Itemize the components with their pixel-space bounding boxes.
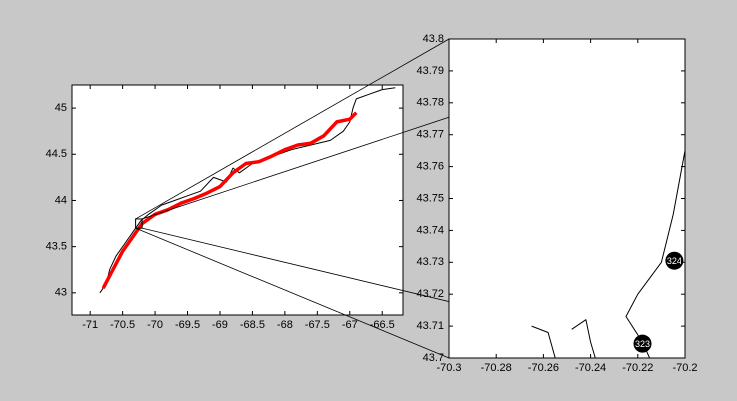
y-tick-label: 44: [55, 194, 67, 206]
x-tick-label: -70.28: [481, 362, 512, 374]
x-tick-label: -71: [82, 319, 98, 331]
point-label: 324: [667, 256, 682, 266]
y-tick-label: 43.73: [416, 256, 444, 268]
x-tick-label: -70.2: [672, 362, 697, 374]
x-tick-label: -68: [277, 319, 293, 331]
axes-background: [449, 39, 685, 358]
y-tick-label: 43.7: [423, 352, 444, 364]
y-tick-label: 43.76: [416, 161, 444, 173]
y-tick-label: 43.5: [46, 241, 67, 253]
x-tick-label: -66.5: [370, 319, 395, 331]
x-tick-label: -70.24: [575, 362, 606, 374]
x-tick-label: -68.5: [240, 319, 265, 331]
y-tick-label: 45: [55, 102, 67, 114]
zoom-box: [135, 218, 143, 229]
x-tick-label: -70.26: [528, 362, 559, 374]
y-tick-label: 43.77: [416, 129, 444, 141]
y-tick-label: 43.78: [416, 97, 444, 109]
y-tick-label: 43.8: [423, 33, 444, 45]
y-tick-label: 43.74: [416, 224, 444, 236]
zoom-connector: [135, 38, 450, 220]
y-tick-label: 43: [55, 287, 67, 299]
y-tick-label: 43.79: [416, 65, 444, 77]
zoom-connector: [135, 227, 450, 359]
point-label: 323: [635, 339, 650, 349]
y-tick-label: 43.71: [416, 320, 444, 332]
axes-background: [72, 85, 403, 315]
point-marker: [633, 334, 652, 353]
y-tick-label: 43.75: [416, 192, 444, 204]
x-tick-label: -70.5: [110, 319, 135, 331]
y-tick-label: 44.5: [46, 148, 67, 160]
y-tick-label: 43.72: [416, 288, 444, 300]
track-line: [101, 111, 358, 290]
x-tick-label: -69.5: [175, 319, 200, 331]
x-tick-label: -69: [212, 319, 228, 331]
point-marker: [665, 251, 684, 270]
plot-area: 323 324: [531, 150, 685, 358]
x-tick-label: -67.5: [305, 319, 330, 331]
x-tick-label: -70: [147, 319, 163, 331]
x-tick-label: -70.22: [622, 362, 653, 374]
x-tick-label: -67: [342, 319, 358, 331]
plot-area: [99, 87, 396, 294]
x-tick-label: -70.3: [436, 362, 461, 374]
